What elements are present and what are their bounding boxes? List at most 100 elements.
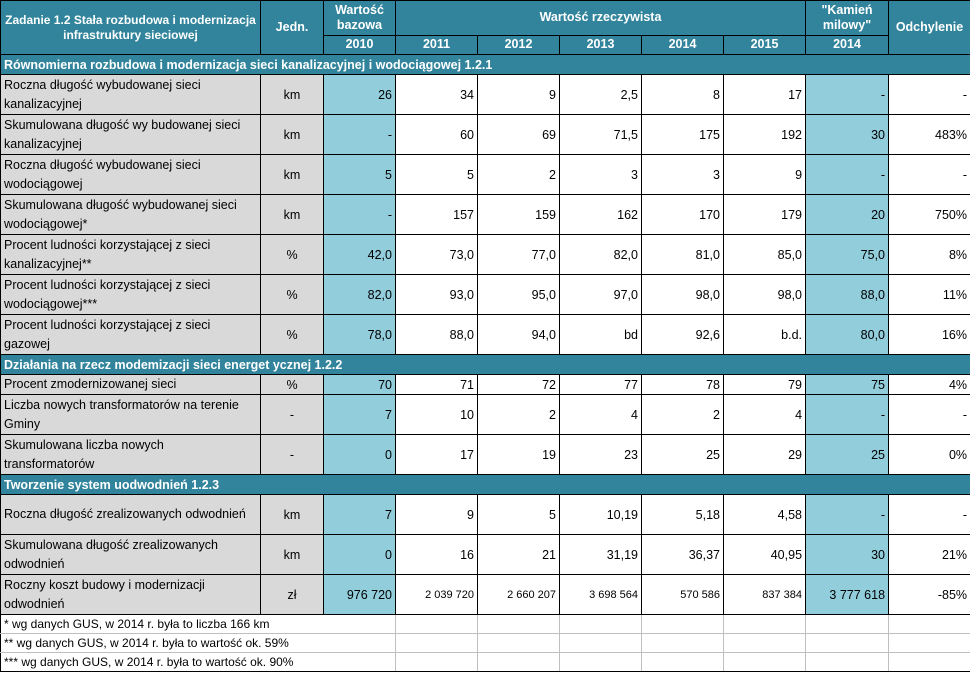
deviation-value: 750% — [888, 194, 970, 235]
year-value: 2 — [477, 154, 560, 195]
year-value: 4,58 — [722, 494, 807, 535]
empty-cell — [805, 614, 890, 634]
year-value: 9 — [477, 74, 560, 115]
deviation-value: 8% — [888, 234, 970, 275]
deviation-value: 4% — [888, 374, 970, 395]
row-label: Skumulowana liczba nowych transformatoró… — [0, 434, 261, 475]
base-value: 82,0 — [323, 274, 396, 315]
year-value: 31,19 — [559, 534, 642, 575]
table-row: Skumulowana liczba nowych transformatoró… — [0, 434, 970, 475]
base-value: 0 — [323, 534, 396, 575]
milestone-value: 20 — [805, 194, 890, 235]
table-body: Równomierna rozbudowa i modernizacja sie… — [0, 54, 970, 672]
year-value: 2 — [641, 394, 724, 435]
milestone-value: 30 — [805, 114, 890, 155]
milestone-value: - — [805, 494, 890, 535]
milestone-year: 2014 — [805, 34, 890, 56]
table-row: Procent ludności korzystającej z sieci g… — [0, 314, 970, 355]
year-value: 81,0 — [641, 234, 724, 275]
base-value: 976 720 — [323, 574, 396, 615]
year-value: 71 — [395, 374, 478, 395]
deviation-value: 16% — [888, 314, 970, 355]
year-value: 2 039 720 — [395, 574, 478, 615]
year-value: 2 660 207 — [477, 574, 560, 615]
empty-cell — [559, 633, 642, 653]
row-label: Procent ludności korzystającej z sieci k… — [0, 234, 261, 275]
section-header: Równomierna rozbudowa i modernizacja sie… — [0, 54, 970, 75]
row-unit: km — [260, 194, 324, 235]
base-header: Wartość bazowa — [323, 0, 396, 36]
deviation-value: 0% — [888, 434, 970, 475]
section-title: Działania na rzecz modemizacji sieci ene… — [0, 354, 970, 375]
empty-cell — [477, 633, 560, 653]
section-header: Działania na rzecz modemizacji sieci ene… — [0, 354, 970, 375]
empty-cell — [888, 614, 970, 634]
year-value: 3 — [559, 154, 642, 195]
year-value: 4 — [559, 394, 642, 435]
year-value: 179 — [722, 194, 807, 235]
year-value: 94,0 — [477, 314, 560, 355]
base-value: - — [323, 194, 396, 235]
empty-cell — [395, 614, 478, 634]
row-label: Procent ludności korzystającej z sieci g… — [0, 314, 261, 355]
deviation-value: -85% — [888, 574, 970, 615]
footnote-row: ** wg danych GUS, w 2014 r. była to wart… — [0, 633, 970, 653]
empty-cell — [805, 652, 890, 672]
base-value: 78,0 — [323, 314, 396, 355]
row-unit: - — [260, 434, 324, 475]
year-value: 21 — [477, 534, 560, 575]
milestone-value: - — [805, 154, 890, 195]
year-value: 69 — [477, 114, 560, 155]
year-value: 19 — [477, 434, 560, 475]
row-label: Roczny koszt budowy i modernizacji odwod… — [0, 574, 261, 615]
row-unit: - — [260, 394, 324, 435]
row-unit: km — [260, 154, 324, 195]
table-row: Roczna długość wybudowanej sieci kanaliz… — [0, 74, 970, 115]
milestone-value: 30 — [805, 534, 890, 575]
base-value: 26 — [323, 74, 396, 115]
empty-cell — [722, 633, 807, 653]
row-unit: zł — [260, 574, 324, 615]
empty-cell — [477, 652, 560, 672]
row-unit: km — [260, 114, 324, 155]
year-value: 23 — [559, 434, 642, 475]
milestone-value: 75,0 — [805, 234, 890, 275]
milestone-value: 88,0 — [805, 274, 890, 315]
table-header: Zadanie 1.2 Stała rozbudowa i modernizac… — [0, 0, 970, 56]
milestone-value: - — [805, 74, 890, 115]
row-label: Skumulowana długość wy budowanej sieci k… — [0, 114, 261, 155]
year-value: 36,37 — [641, 534, 724, 575]
table-row: Skumulowana długość wybudowanej sieci wo… — [0, 194, 970, 235]
year-value: 79 — [722, 374, 807, 395]
table-row: Roczna długość zrealizowanych odwodnień k… — [0, 494, 970, 535]
footnote: * wg danych GUS, w 2014 r. była to liczb… — [0, 614, 396, 634]
table-row: Liczba nowych transformatorów na terenie… — [0, 394, 970, 435]
actual-header: Wartość rzeczywista — [394, 0, 807, 36]
year-value: 73,0 — [395, 234, 478, 275]
year-value: 9 — [395, 494, 478, 535]
milestone-value: 3 777 618 — [805, 574, 890, 615]
milestone-value: 25 — [805, 434, 890, 475]
year-value: 192 — [722, 114, 807, 155]
table-row: Roczny koszt budowy i modernizacji odwod… — [0, 574, 970, 615]
year-value: 175 — [641, 114, 724, 155]
row-label: Roczna długość wybudowanej sieci wodocią… — [0, 154, 261, 195]
year-value: 10,19 — [559, 494, 642, 535]
deviation-value: 21% — [888, 534, 970, 575]
section-header: Tworzenie system uodwodnień 1.2.3 — [0, 474, 970, 495]
row-label: Procent ludności korzystającej z sieci w… — [0, 274, 261, 315]
deviation-value: - — [888, 74, 970, 115]
table-row: Roczna długość wybudowanej sieci wodocią… — [0, 154, 970, 195]
year-header: 2015 — [722, 34, 807, 56]
table-row: Skumulowana długość wy budowanej sieci k… — [0, 114, 970, 155]
row-label: Procent zmodernizowanej sieci — [0, 374, 261, 395]
year-value: b.d. — [722, 314, 807, 355]
empty-cell — [641, 614, 724, 634]
row-label: Roczna długość zrealizowanych odwodnień — [0, 494, 261, 535]
year-value: 82,0 — [559, 234, 642, 275]
task-title: Zadanie 1.2 Stała rozbudowa i modernizac… — [0, 0, 261, 55]
empty-cell — [395, 633, 478, 653]
base-value: - — [323, 114, 396, 155]
year-value: 71,5 — [559, 114, 642, 155]
